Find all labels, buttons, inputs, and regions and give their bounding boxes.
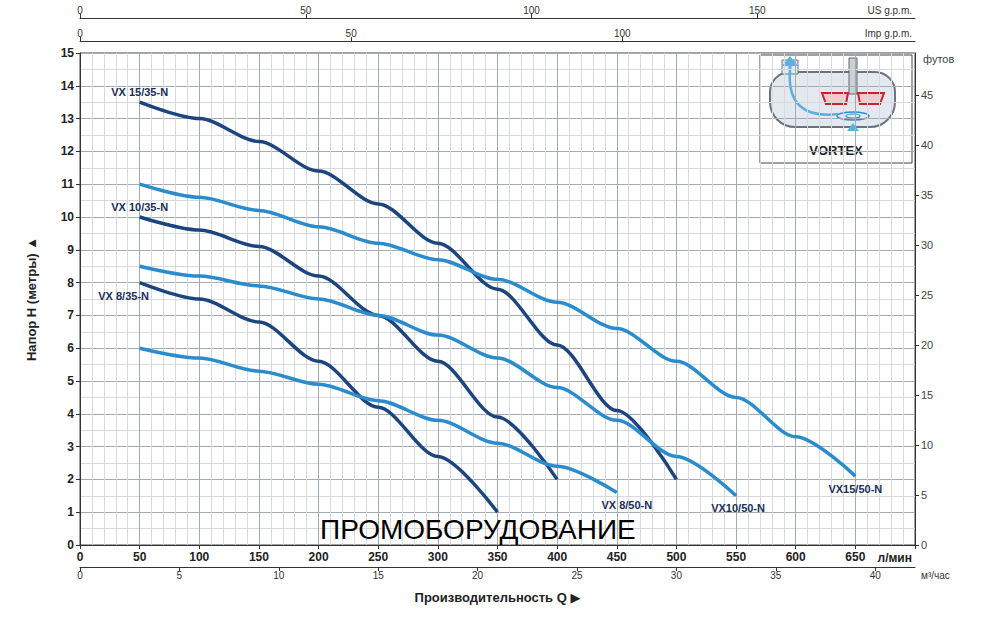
svg-text:650: 650 <box>845 550 865 564</box>
svg-text:0: 0 <box>77 28 83 39</box>
svg-text:7: 7 <box>67 308 74 322</box>
svg-text:50: 50 <box>346 28 358 39</box>
svg-text:550: 550 <box>726 550 746 564</box>
svg-text:VX 15/35-N: VX 15/35-N <box>111 86 168 98</box>
svg-text:15: 15 <box>61 46 75 60</box>
svg-text:Напор H (метры) ▲: Напор H (метры) ▲ <box>24 237 39 361</box>
svg-text:300: 300 <box>428 550 448 564</box>
svg-text:100: 100 <box>189 550 209 564</box>
svg-text:25: 25 <box>921 289 933 301</box>
svg-text:45: 45 <box>921 89 933 101</box>
svg-text:100: 100 <box>523 5 540 16</box>
svg-text:15: 15 <box>921 389 933 401</box>
svg-text:250: 250 <box>368 550 388 564</box>
svg-text:40: 40 <box>921 139 933 151</box>
svg-text:30: 30 <box>921 239 933 251</box>
svg-text:20: 20 <box>472 570 484 581</box>
svg-text:ОБОРУДОВАНИЕ: ОБОРУДОВАНИЕ <box>403 514 635 545</box>
svg-text:1: 1 <box>67 505 74 519</box>
svg-text:л/мин: л/мин <box>878 551 912 565</box>
svg-text:0: 0 <box>77 570 83 581</box>
svg-text:20: 20 <box>921 339 933 351</box>
svg-text:VX 8/50-N: VX 8/50-N <box>601 499 652 511</box>
svg-text:350: 350 <box>487 550 507 564</box>
svg-text:14: 14 <box>61 79 75 93</box>
svg-text:8: 8 <box>67 276 74 290</box>
svg-text:0: 0 <box>67 538 74 552</box>
svg-text:5: 5 <box>921 489 927 501</box>
svg-text:Imp g.p.m.: Imp g.p.m. <box>865 28 912 39</box>
svg-text:13: 13 <box>61 112 75 126</box>
svg-text:VORTEX: VORTEX <box>809 143 863 158</box>
svg-text:50: 50 <box>133 550 147 564</box>
svg-text:4: 4 <box>67 407 74 421</box>
svg-text:500: 500 <box>666 550 686 564</box>
svg-text:VX 10/35-N: VX 10/35-N <box>111 201 168 213</box>
svg-text:10: 10 <box>921 439 933 451</box>
svg-text:50: 50 <box>300 5 312 16</box>
svg-text:35: 35 <box>921 189 933 201</box>
svg-text:м³/час: м³/час <box>921 570 950 581</box>
svg-text:9: 9 <box>67 243 74 257</box>
svg-text:400: 400 <box>547 550 567 564</box>
svg-text:10: 10 <box>61 210 75 224</box>
svg-text:150: 150 <box>249 550 269 564</box>
svg-text:VX 8/35-N: VX 8/35-N <box>98 290 149 302</box>
svg-text:600: 600 <box>786 550 806 564</box>
svg-text:Производительность Q ▶: Производительность Q ▶ <box>415 590 581 605</box>
svg-text:15: 15 <box>373 570 385 581</box>
svg-text:100: 100 <box>614 28 631 39</box>
svg-text:2: 2 <box>67 472 74 486</box>
svg-text:футов: футов <box>923 53 954 65</box>
svg-text:25: 25 <box>571 570 583 581</box>
svg-text:5: 5 <box>177 570 183 581</box>
svg-text:US g.p.m.: US g.p.m. <box>868 5 912 16</box>
svg-text:ПРОМ: ПРОМ <box>320 514 403 545</box>
svg-text:6: 6 <box>67 341 74 355</box>
svg-text:450: 450 <box>607 550 627 564</box>
svg-text:150: 150 <box>749 5 766 16</box>
svg-text:3: 3 <box>67 440 74 454</box>
svg-text:0: 0 <box>77 550 84 564</box>
svg-text:12: 12 <box>61 144 75 158</box>
svg-text:11: 11 <box>61 177 74 191</box>
svg-text:10: 10 <box>273 570 285 581</box>
svg-text:200: 200 <box>309 550 329 564</box>
svg-text:VX10/50-N: VX10/50-N <box>711 502 765 514</box>
svg-text:35: 35 <box>770 570 782 581</box>
svg-text:30: 30 <box>671 570 683 581</box>
svg-text:0: 0 <box>77 5 83 16</box>
svg-text:VX15/50-N: VX15/50-N <box>828 483 882 495</box>
svg-text:0: 0 <box>921 539 927 551</box>
svg-text:40: 40 <box>870 570 882 581</box>
svg-text:5: 5 <box>67 374 74 388</box>
